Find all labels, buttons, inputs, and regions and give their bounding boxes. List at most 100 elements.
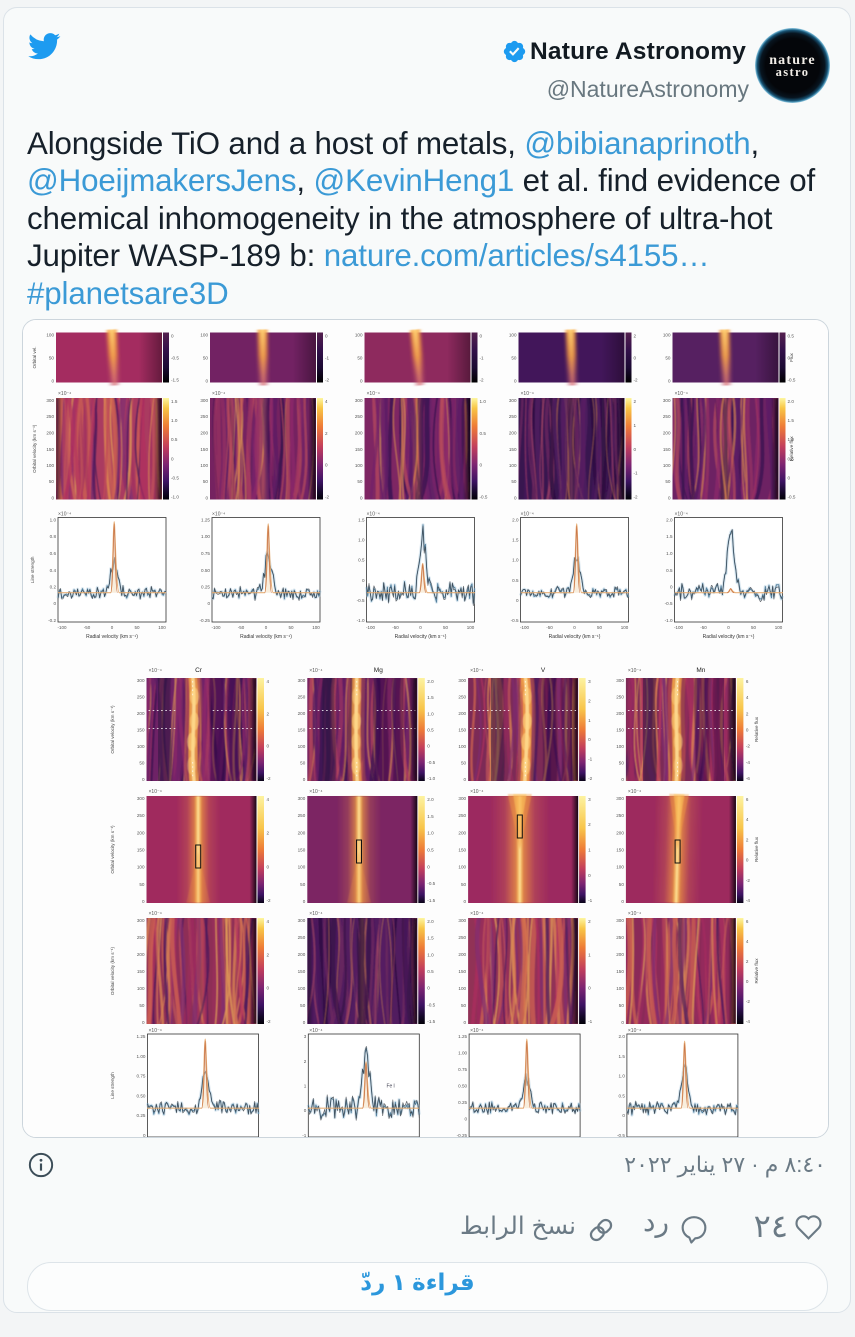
svg-text:1: 1 — [588, 952, 591, 957]
svg-text:150: 150 — [298, 848, 306, 853]
svg-text:50: 50 — [300, 1003, 306, 1008]
svg-text:×10⁻⁴: ×10⁻⁴ — [628, 789, 641, 795]
svg-text:300: 300 — [137, 678, 145, 683]
svg-text:100: 100 — [46, 333, 54, 338]
svg-text:150: 150 — [298, 969, 306, 974]
svg-text:0.75: 0.75 — [201, 551, 210, 556]
svg-text:×10⁻⁴: ×10⁻⁴ — [675, 512, 688, 518]
svg-text:1.0: 1.0 — [358, 538, 365, 543]
svg-text:-100: -100 — [674, 625, 684, 630]
svg-text:3: 3 — [588, 797, 591, 802]
svg-text:Relative flux: Relative flux — [789, 436, 794, 462]
svg-text:-0.5: -0.5 — [788, 378, 796, 383]
svg-text:×10⁻⁴: ×10⁻⁴ — [58, 391, 71, 397]
svg-text:2: 2 — [746, 837, 749, 842]
svg-text:150: 150 — [616, 848, 624, 853]
svg-text:150: 150 — [616, 969, 624, 974]
svg-text:-2: -2 — [588, 776, 593, 781]
svg-text:1.0: 1.0 — [427, 831, 434, 836]
svg-text:250: 250 — [458, 935, 466, 940]
svg-text:0: 0 — [588, 873, 591, 878]
svg-text:0.4: 0.4 — [50, 568, 57, 573]
svg-text:Orbital velocity (km s⁻¹): Orbital velocity (km s⁻¹) — [110, 705, 115, 754]
svg-text:200: 200 — [458, 711, 466, 716]
svg-text:Radial velocity (km s⁻¹): Radial velocity (km s⁻¹) — [549, 634, 601, 640]
svg-text:0: 0 — [267, 864, 270, 869]
svg-text:Relative flux: Relative flux — [754, 836, 759, 862]
svg-text:0.25: 0.25 — [201, 585, 210, 590]
svg-text:-50: -50 — [392, 625, 399, 630]
svg-text:Line strength: Line strength — [30, 556, 35, 583]
svg-text:-50: -50 — [84, 625, 91, 630]
svg-text:0.25: 0.25 — [137, 1113, 146, 1118]
svg-text:2: 2 — [267, 952, 270, 957]
svg-text:1.0: 1.0 — [480, 399, 487, 404]
svg-text:-1: -1 — [588, 1019, 593, 1024]
svg-text:300: 300 — [298, 796, 306, 801]
svg-text:0: 0 — [622, 1113, 625, 1118]
svg-text:1.0: 1.0 — [50, 518, 57, 523]
svg-text:0: 0 — [51, 496, 54, 501]
svg-text:6: 6 — [746, 919, 749, 924]
svg-text:2: 2 — [746, 959, 749, 964]
svg-text:2: 2 — [588, 919, 591, 924]
svg-text:0: 0 — [668, 496, 671, 501]
svg-text:250: 250 — [616, 695, 624, 700]
svg-text:1.5: 1.5 — [619, 1054, 626, 1059]
svg-text:250: 250 — [200, 414, 208, 419]
svg-text:4: 4 — [325, 399, 328, 404]
svg-text:300: 300 — [509, 398, 517, 403]
svg-text:0.6: 0.6 — [50, 551, 57, 556]
svg-text:250: 250 — [46, 414, 54, 419]
svg-text:0: 0 — [360, 379, 363, 384]
svg-text:-1: -1 — [302, 1133, 307, 1137]
svg-text:0: 0 — [480, 463, 483, 468]
svg-text:-2: -2 — [634, 378, 639, 383]
svg-text:300: 300 — [298, 678, 306, 683]
svg-text:300: 300 — [616, 918, 624, 923]
svg-text:-0.5: -0.5 — [171, 356, 179, 361]
svg-text:50: 50 — [751, 625, 757, 630]
svg-text:×10⁻⁴: ×10⁻⁴ — [470, 1028, 483, 1034]
svg-text:1.5: 1.5 — [427, 936, 434, 941]
svg-text:-100: -100 — [57, 625, 67, 630]
svg-text:0: 0 — [621, 899, 624, 904]
svg-text:0: 0 — [588, 986, 591, 991]
svg-text:1.25: 1.25 — [458, 1034, 467, 1039]
svg-text:0: 0 — [746, 979, 749, 984]
svg-text:1.00: 1.00 — [201, 534, 210, 539]
svg-text:300: 300 — [46, 398, 54, 403]
svg-text:150: 150 — [137, 728, 145, 733]
svg-text:0: 0 — [303, 1020, 306, 1025]
svg-text:2: 2 — [588, 822, 591, 827]
svg-text:0: 0 — [427, 986, 430, 991]
svg-text:250: 250 — [616, 935, 624, 940]
svg-text:250: 250 — [298, 695, 306, 700]
svg-text:×10⁻⁴: ×10⁻⁴ — [149, 911, 162, 917]
svg-text:Radial velocity (km s⁻¹): Radial velocity (km s⁻¹) — [395, 634, 447, 640]
svg-text:-0.25: -0.25 — [200, 618, 211, 623]
svg-text:-6: -6 — [746, 776, 751, 781]
svg-text:50: 50 — [461, 1003, 467, 1008]
svg-text:2.0: 2.0 — [619, 1034, 626, 1039]
svg-text:Orbital velocity (km s⁻¹): Orbital velocity (km s⁻¹) — [110, 946, 115, 995]
svg-text:100: 100 — [616, 865, 624, 870]
svg-text:100: 100 — [458, 744, 466, 749]
svg-text:-100: -100 — [520, 625, 530, 630]
svg-text:300: 300 — [663, 398, 671, 403]
svg-text:250: 250 — [616, 813, 624, 818]
svg-text:50: 50 — [619, 882, 625, 887]
svg-text:×10⁻⁴: ×10⁻⁴ — [367, 391, 380, 397]
svg-text:-1: -1 — [325, 356, 330, 361]
svg-text:-0.5: -0.5 — [427, 760, 435, 765]
svg-text:0: 0 — [588, 737, 591, 742]
svg-text:50: 50 — [139, 761, 145, 766]
svg-text:1.5: 1.5 — [666, 534, 673, 539]
svg-text:100: 100 — [298, 744, 306, 749]
svg-text:0.8: 0.8 — [50, 534, 57, 539]
svg-text:-100: -100 — [366, 625, 376, 630]
svg-text:0: 0 — [325, 463, 328, 468]
svg-text:100: 100 — [467, 625, 475, 630]
svg-text:0: 0 — [746, 728, 749, 733]
svg-text:0.5: 0.5 — [171, 437, 178, 442]
